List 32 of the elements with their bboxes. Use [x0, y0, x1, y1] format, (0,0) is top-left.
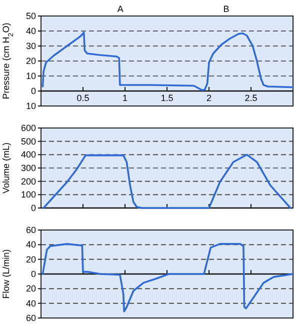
line-series [42, 32, 294, 92]
x-tick-label: 2.5 [244, 93, 258, 103]
line-series [42, 243, 294, 312]
y-tick-label: 10 [26, 101, 36, 111]
y-tick-label: 300 [20, 163, 36, 173]
y-axis-title: Flow (L/min) [1, 249, 11, 299]
text: A [117, 4, 124, 14]
y-tick-label: 60 [26, 313, 36, 323]
y-tick-label: 20 [26, 284, 36, 294]
x-tick-label: 1.5 [160, 93, 174, 103]
y-tick-label: 10 [26, 71, 36, 81]
y-tick-label: 30 [26, 41, 36, 51]
y-tick-label: 400 [20, 150, 36, 160]
x-tick-label: 1 [122, 93, 128, 103]
y-tick-label: 40 [26, 298, 36, 308]
y-tick-label: 200 [20, 176, 36, 186]
y-tick-label: 0 [30, 203, 36, 213]
y-tick-label: 60 [26, 225, 36, 235]
y-tick-label: 0 [30, 86, 36, 96]
y-axis-title: Volume (mL) [1, 142, 11, 194]
text: B [223, 4, 230, 14]
y-tick-label: 20 [26, 254, 36, 264]
y-tick-label: 20 [26, 56, 36, 66]
y-tick-label: 100 [20, 190, 36, 200]
y-tick-label: 600 [20, 123, 36, 133]
y-tick-label: 0 [30, 269, 36, 279]
y-tick-label: 50 [26, 11, 36, 21]
y-tick-label: 500 [20, 136, 36, 146]
x-tick-label: 2 [206, 93, 212, 103]
x-tick-label: 0.5 [76, 93, 90, 103]
y-tick-label: 40 [26, 240, 36, 250]
y-tick-label: 40 [26, 26, 36, 36]
